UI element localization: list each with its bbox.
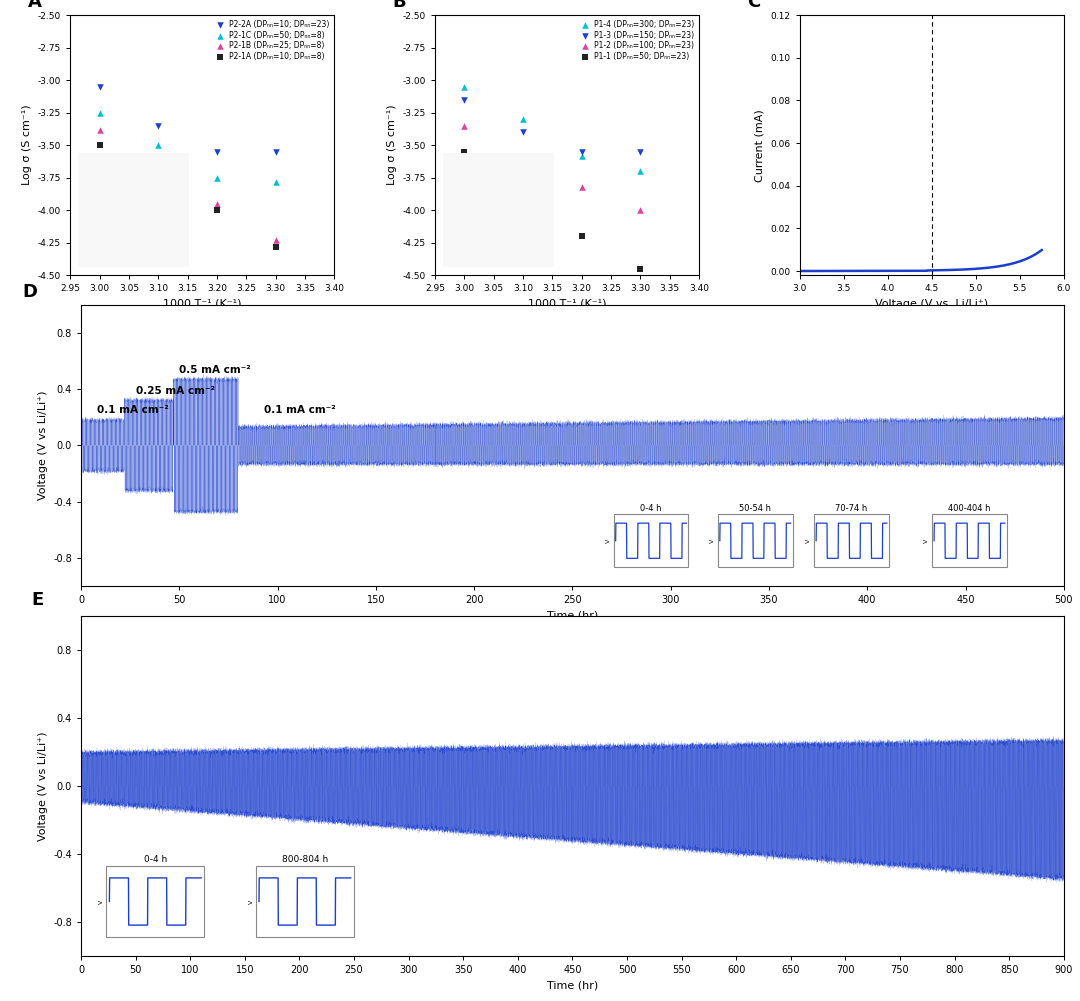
Point (150, 157, 167, 173)
Text: 0-4 h: 0-4 h (144, 855, 167, 864)
Text: 50-54 h: 50-54 h (739, 504, 771, 513)
Point (267, 232, 284, 248)
Text: 400-404 h: 400-404 h (948, 504, 990, 513)
Point (456, 118, 473, 134)
Y-axis label: Log σ (S cm⁻¹): Log σ (S cm⁻¹) (23, 105, 32, 185)
X-axis label: Time (hr): Time (hr) (546, 981, 598, 991)
Bar (613, 515, 688, 568)
Point (208, 196, 226, 212)
Point (632, 163, 649, 179)
Bar (256, 866, 354, 937)
Point (632, 143, 649, 159)
Text: B: B (393, 0, 406, 11)
X-axis label: Time (hr): Time (hr) (546, 611, 598, 621)
Y-axis label: Log σ (S cm⁻¹): Log σ (S cm⁻¹) (387, 105, 397, 185)
Point (91, 137, 108, 153)
Text: 0.1 mA cm⁻²: 0.1 mA cm⁻² (264, 405, 336, 415)
Point (514, 176, 531, 192)
Text: V: V (710, 539, 715, 543)
Point (91, 121, 108, 137)
Point (150, 118, 167, 134)
Bar (106, 866, 204, 937)
X-axis label: 1000 T⁻¹ (K⁻¹): 1000 T⁻¹ (K⁻¹) (528, 299, 606, 309)
Bar (814, 515, 889, 568)
Text: 70-74 h: 70-74 h (836, 504, 867, 513)
X-axis label: 1000 T⁻¹ (K⁻¹): 1000 T⁻¹ (K⁻¹) (163, 299, 242, 309)
Point (514, 111, 531, 127)
Point (573, 147, 591, 163)
Y-axis label: Voltage (V vs Li/Li⁺): Voltage (V vs Li/Li⁺) (38, 731, 48, 841)
Text: V: V (924, 539, 929, 543)
Text: V: V (99, 899, 104, 904)
Text: V: V (248, 899, 254, 904)
Text: D: D (22, 283, 37, 301)
Text: 0-4 h: 0-4 h (640, 504, 662, 513)
Point (573, 228, 591, 244)
Text: A: A (28, 0, 42, 11)
Text: E: E (32, 592, 44, 610)
Point (514, 124, 531, 140)
Text: 800-804 h: 800-804 h (282, 855, 328, 864)
Text: V: V (807, 539, 811, 543)
X-axis label: Voltage (V vs. Li/Li⁺): Voltage (V vs. Li/Li⁺) (875, 299, 988, 309)
Point (573, 179, 591, 195)
Text: 0.5 mA cm⁻²: 0.5 mA cm⁻² (179, 364, 251, 374)
Point (267, 143, 284, 159)
Point (632, 261, 649, 277)
Legend: P1-4 (DPₙₙ=300; DPₙₙ=23), P1-3 (DPₙₙ=150; DPₙₙ=23), P1-2 (DPₙₙ=100; DPₙₙ=23), P1: P1-4 (DPₙₙ=300; DPₙₙ=23), P1-3 (DPₙₙ=150… (577, 19, 696, 62)
Point (456, 92, 473, 108)
Point (208, 169, 226, 186)
Point (456, 143, 473, 159)
Text: 0.25 mA cm⁻²: 0.25 mA cm⁻² (136, 385, 215, 395)
Point (208, 143, 226, 159)
Point (573, 143, 591, 159)
Point (91, 79, 108, 95)
Point (456, 79, 473, 95)
Point (632, 202, 649, 218)
Y-axis label: Voltage (V vs Li/Li⁺): Voltage (V vs Li/Li⁺) (38, 390, 48, 500)
Y-axis label: Current (mA): Current (mA) (755, 109, 765, 181)
Point (150, 163, 167, 179)
Point (267, 173, 284, 189)
Bar (932, 515, 1007, 568)
Text: C: C (746, 0, 760, 11)
Point (91, 105, 108, 121)
Bar (718, 515, 793, 568)
Text: V: V (606, 539, 610, 543)
Point (208, 202, 226, 218)
Point (267, 238, 284, 254)
Point (150, 137, 167, 153)
Text: 0.1 mA cm⁻²: 0.1 mA cm⁻² (97, 405, 168, 415)
Legend: P2-2A (DPₙₙ=10; DPₙₙ=23), P2-1C (DPₙₙ=50; DPₙₙ=8), P2-1B (DPₙₙ=25; DPₙₙ=8), P2-1: P2-2A (DPₙₙ=10; DPₙₙ=23), P2-1C (DPₙₙ=50… (212, 19, 330, 62)
Point (514, 150, 531, 166)
